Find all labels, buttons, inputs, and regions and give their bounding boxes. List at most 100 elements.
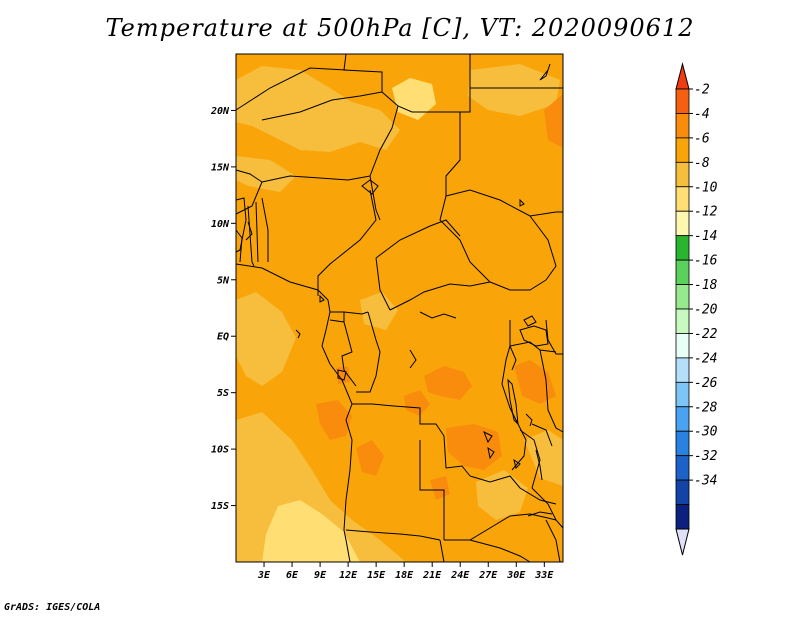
- border-drc-east: [501, 320, 527, 471]
- lon-tick-label: 15E: [367, 570, 386, 581]
- map-title: Temperature at 500hPa [C], VT: 202009061…: [105, 14, 695, 42]
- border-congo-river-1: [419, 311, 457, 319]
- border-sudan-south: [489, 279, 547, 291]
- colorbar-swatch: [675, 381, 690, 408]
- shading-patch-east: [524, 430, 563, 486]
- colorbar-label: -8: [694, 156, 710, 171]
- shading-deep-katanga-2: [430, 476, 450, 500]
- colorbar-swatch: [675, 479, 690, 505]
- colorbar-swatch: [675, 210, 690, 237]
- shading-deep-angola: [356, 440, 384, 476]
- border-sudan-ethiopia: [445, 189, 563, 217]
- colorbar-swatch: [675, 333, 690, 359]
- colorbar-label: -32: [694, 449, 718, 464]
- border-cabinda: [337, 369, 347, 381]
- shading-patch-north-light: [392, 78, 436, 120]
- border-mali-burkina: [235, 169, 263, 183]
- colorbar-swatch: [675, 137, 690, 163]
- border-niger-east: [369, 105, 399, 177]
- shading-patch-central: [360, 292, 398, 330]
- border-lake-tanganyika: [507, 378, 519, 426]
- border-zambezi: [527, 511, 553, 517]
- border-lake-mweru: [483, 430, 493, 444]
- colorbar-label: -28: [694, 400, 718, 415]
- colorbar-swatch: [675, 357, 690, 383]
- lon-tick-label: 3E: [257, 570, 271, 581]
- latitude-axis: 20N 15N 10N 5N EQ 5S 10S 15S: [210, 106, 236, 512]
- map-panel: 20N 15N 10N 5N EQ 5S 10S 15S 3E 6E 9E 12E 15E 18E 21E…: [210, 53, 564, 581]
- border-lake-tana: [519, 198, 525, 207]
- border-cameroon-gabon: [330, 311, 369, 315]
- border-car-cameroon: [375, 257, 391, 311]
- colorbar-swatch: [675, 186, 690, 212]
- colorbar-label: -18: [694, 278, 718, 293]
- border-malawi: [519, 429, 541, 489]
- border-zambia-east: [469, 475, 557, 505]
- border-niger-nigeria: [261, 175, 371, 183]
- colorbar-label: -6: [694, 131, 710, 146]
- border-chad-car: [375, 219, 461, 259]
- border-north-coast: [539, 63, 551, 81]
- shading-deep-angola-n: [316, 400, 352, 440]
- border-drc-angola: [352, 403, 471, 477]
- border-coast-west: [235, 263, 353, 405]
- lat-tick-label: 20N: [210, 106, 230, 117]
- colorbar-bottom-arrow: [675, 528, 690, 556]
- shading-patch-sahel: [236, 156, 296, 192]
- border-uganda-kenya: [545, 319, 563, 355]
- lon-tick-label: 6E: [286, 570, 299, 581]
- colorbar-label: -30: [694, 425, 718, 440]
- border-mali-algeria: [235, 67, 347, 111]
- colorbar-swatch: [675, 308, 690, 334]
- map-frame: [235, 53, 564, 563]
- shading-patch-north: [236, 66, 400, 152]
- colorbar-label: -4: [694, 107, 710, 122]
- colorbar-label: -10: [694, 180, 718, 195]
- border-chad-libya: [412, 111, 461, 196]
- border-namibia-botswana: [439, 539, 445, 563]
- colorbar-swatch: [675, 259, 690, 285]
- colorbar-label: -26: [694, 376, 718, 391]
- longitude-axis: 3E 6E 9E 12E 15E 18E 21E 24E 27E 30E 33E: [257, 562, 554, 581]
- border-coast-angola: [343, 403, 353, 541]
- grads-credit: GrADS: IGES/COLA: [4, 602, 101, 613]
- shading-deep-congo: [424, 366, 472, 400]
- colorbar-swatch: [675, 161, 690, 188]
- border-mauritania: [235, 229, 243, 263]
- colorbar-swatch: [675, 504, 690, 530]
- border-gabon-lagoon: [295, 329, 301, 339]
- colorbar-label: -12: [694, 205, 718, 220]
- lat-tick-label: EQ: [217, 332, 229, 343]
- colorbar-swatch: [675, 455, 690, 481]
- shading-deep-congo-2: [404, 390, 430, 416]
- colorbar-swatch: [675, 430, 690, 457]
- border-southeast-coast: [545, 519, 561, 563]
- border-zimbabwe: [529, 513, 557, 521]
- country-borders: [235, 53, 564, 563]
- border-lake-rukwa: [525, 413, 533, 427]
- lat-tick-label: 15S: [211, 501, 229, 512]
- border-botswana: [469, 539, 531, 563]
- lon-tick-label: 33E: [534, 570, 554, 581]
- border-zambia-zimbabwe: [444, 513, 531, 541]
- border-lake-bangweulu: [487, 446, 495, 460]
- border-lake-volta: [245, 221, 253, 241]
- lat-tick-label: 5N: [217, 275, 230, 286]
- colorbar-label: -16: [694, 254, 718, 269]
- colorbar-label: -22: [694, 327, 718, 342]
- border-congo-drc: [356, 311, 381, 393]
- shading-patch-northeast: [468, 64, 560, 116]
- lon-tick-label: 21E: [422, 570, 442, 581]
- border-uganda-lake: [523, 315, 537, 327]
- border-angola-namibia: [345, 529, 441, 541]
- border-tanzania: [539, 349, 564, 433]
- colorbar-label: -14: [694, 229, 717, 244]
- border-chad-cameroon: [369, 175, 381, 221]
- shading-patch-south: [262, 500, 360, 562]
- colorbar-label: -34: [694, 474, 717, 489]
- border-lake-kariba: [513, 458, 521, 469]
- border-lake-victoria: [519, 325, 549, 347]
- border-chad-lake: [361, 179, 379, 195]
- border-congo-river-2: [409, 349, 417, 369]
